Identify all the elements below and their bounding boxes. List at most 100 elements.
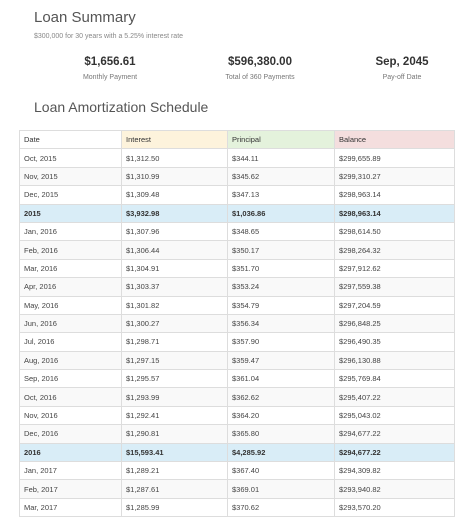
monthly-payment-label: Monthly Payment (82, 74, 138, 81)
table-row: Mar, 2016 $1,304.91 $351.70 $297,912.62 (19, 258, 455, 279)
table-header-row: Date Interest Principal Balance (19, 129, 455, 150)
table-row: Feb, 2016 $1,306.44 $350.17 $298,264.32 (19, 240, 455, 260)
interest-cell: $1,285.99 (121, 497, 228, 518)
balance-cell: $296,490.35 (334, 332, 455, 352)
interest-cell: $1,290.81 (121, 424, 228, 444)
table-row: Dec, 2015 $1,309.48 $347.13 $298,963.14 (19, 185, 455, 205)
balance-cell: $294,677.22 (334, 442, 455, 463)
date-cell: Jun, 2016 (19, 313, 122, 334)
balance-cell: $296,848.25 (334, 313, 455, 334)
payoff-date-stat: Sep, 2045 Pay-off Date (357, 56, 447, 81)
loan-summary-subtitle: $300,000 for 30 years with a 5.25% inter… (34, 33, 184, 40)
date-cell: Oct, 2016 (19, 387, 122, 407)
balance-cell: $298,963.14 (334, 185, 455, 205)
date-cell: Jan, 2016 (19, 221, 122, 242)
loan-summary-title: Loan Summary (34, 9, 136, 26)
balance-cell: $298,963.14 (334, 203, 455, 223)
principal-cell: $362.62 (227, 387, 335, 407)
principal-cell: $369.01 (227, 479, 335, 499)
interest-cell: $1,300.27 (121, 313, 228, 334)
principal-cell: $370.62 (227, 497, 335, 518)
interest-cell: $1,309.48 (121, 185, 228, 205)
monthly-payment-stat: $1,656.61 Monthly Payment (62, 56, 158, 81)
date-cell: Jul, 2016 (19, 332, 122, 352)
interest-cell: $1,297.15 (121, 350, 228, 371)
date-cell: Nov, 2016 (19, 405, 122, 426)
principal-cell: $361.04 (227, 369, 335, 389)
balance-cell: $293,570.20 (334, 497, 455, 518)
table-row: Jun, 2016 $1,300.27 $356.34 $296,848.25 (19, 313, 455, 334)
amortization-table: Date Interest Principal Balance Oct, 201… (19, 129, 455, 518)
balance-cell: $298,264.32 (334, 240, 455, 260)
table-row: Oct, 2015 $1,312.50 $344.11 $299,655.89 (19, 148, 455, 168)
amortization-table-body: Oct, 2015 $1,312.50 $344.11 $299,655.89 Nov,… (19, 148, 455, 518)
date-cell: 2016 (19, 442, 122, 463)
interest-cell: $1,306.44 (121, 240, 228, 260)
date-cell: Mar, 2017 (19, 497, 122, 518)
year-summary-row: 2016 $15,593.41 $4,285.92 $294,677.22 (19, 442, 455, 463)
year-summary-row: 2015 $3,932.98 $1,036.86 $298,963.14 (19, 203, 455, 223)
date-cell: May, 2016 (19, 295, 122, 315)
table-row: Oct, 2016 $1,293.99 $362.62 $295,407.22 (19, 387, 455, 407)
principal-cell: $344.11 (227, 148, 335, 168)
interest-cell: $1,295.57 (121, 369, 228, 389)
principal-column-header: Principal (227, 129, 335, 150)
principal-cell: $359.47 (227, 350, 335, 371)
principal-cell: $345.62 (227, 166, 335, 187)
principal-cell: $356.34 (227, 313, 335, 334)
balance-cell: $295,407.22 (334, 387, 455, 407)
interest-cell: $1,307.96 (121, 221, 228, 242)
interest-cell: $1,289.21 (121, 461, 228, 481)
interest-cell: $1,303.37 (121, 277, 228, 297)
principal-cell: $354.79 (227, 295, 335, 315)
total-payments-stat: $596,380.00 Total of 360 Payments (195, 56, 325, 81)
principal-cell: $347.13 (227, 185, 335, 205)
amortization-schedule-title: Loan Amortization Schedule (34, 99, 209, 115)
interest-cell: $3,932.98 (121, 203, 228, 223)
table-row: Mar, 2017 $1,285.99 $370.62 $293,570.20 (19, 497, 455, 518)
principal-cell: $367.40 (227, 461, 335, 481)
principal-cell: $364.20 (227, 405, 335, 426)
date-cell: Jan, 2017 (19, 461, 122, 481)
balance-cell: $299,655.89 (334, 148, 455, 168)
payoff-date-label: Pay-off Date (382, 74, 422, 81)
date-cell: Nov, 2015 (19, 166, 122, 187)
interest-cell: $1,293.99 (121, 387, 228, 407)
principal-cell: $1,036.86 (227, 203, 335, 223)
date-cell: Mar, 2016 (19, 258, 122, 279)
balance-cell: $295,043.02 (334, 405, 455, 426)
balance-cell: $294,677.22 (334, 424, 455, 444)
principal-cell: $351.70 (227, 258, 335, 279)
balance-cell: $298,614.50 (334, 221, 455, 242)
table-row: Sep, 2016 $1,295.57 $361.04 $295,769.84 (19, 369, 455, 389)
principal-cell: $348.65 (227, 221, 335, 242)
balance-column-header: Balance (334, 129, 455, 150)
interest-cell: $1,301.82 (121, 295, 228, 315)
balance-cell: $299,310.27 (334, 166, 455, 187)
principal-cell: $353.24 (227, 277, 335, 297)
interest-cell: $15,593.41 (121, 442, 228, 463)
interest-cell: $1,304.91 (121, 258, 228, 279)
balance-cell: $294,309.82 (334, 461, 455, 481)
total-payments-value: $596,380.00 (228, 56, 292, 68)
table-row: Jul, 2016 $1,298.71 $357.90 $296,490.35 (19, 332, 455, 352)
monthly-payment-value: $1,656.61 (84, 56, 136, 68)
table-row: Jan, 2016 $1,307.96 $348.65 $298,614.50 (19, 221, 455, 242)
principal-cell: $365.80 (227, 424, 335, 444)
date-cell: Apr, 2016 (19, 277, 122, 297)
interest-cell: $1,310.99 (121, 166, 228, 187)
balance-cell: $293,940.82 (334, 479, 455, 499)
date-column-header: Date (19, 129, 122, 150)
date-cell: Feb, 2016 (19, 240, 122, 260)
date-cell: Dec, 2016 (19, 424, 122, 444)
interest-cell: $1,312.50 (121, 148, 228, 168)
balance-cell: $297,559.38 (334, 277, 455, 297)
total-payments-label: Total of 360 Payments (225, 74, 295, 81)
interest-cell: $1,292.41 (121, 405, 228, 426)
interest-column-header: Interest (121, 129, 228, 150)
table-row: Apr, 2016 $1,303.37 $353.24 $297,559.38 (19, 277, 455, 297)
table-row: May, 2016 $1,301.82 $354.79 $297,204.59 (19, 295, 455, 315)
date-cell: Sep, 2016 (19, 369, 122, 389)
interest-cell: $1,298.71 (121, 332, 228, 352)
date-cell: Dec, 2015 (19, 185, 122, 205)
